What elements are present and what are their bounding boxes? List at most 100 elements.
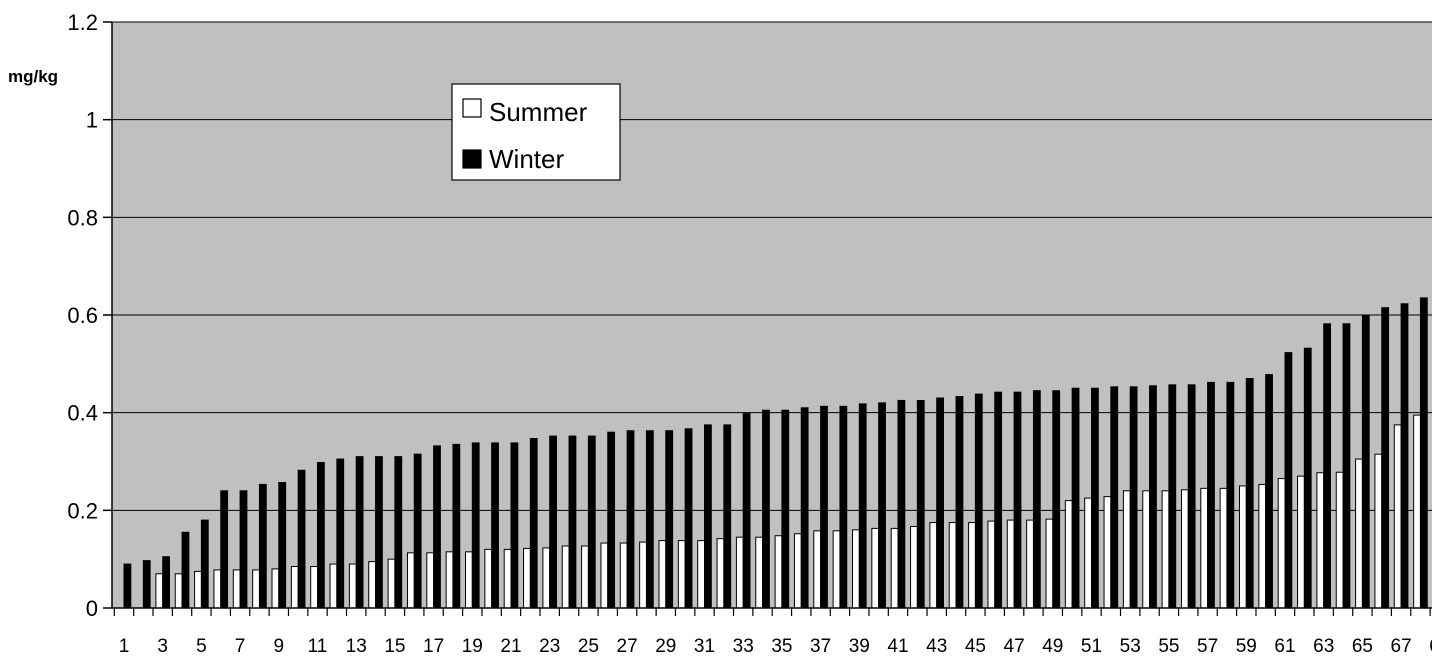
bar-winter: [297, 469, 306, 609]
bar-winter: [820, 405, 828, 609]
bar-summer: [155, 573, 164, 609]
x-tick-label: 17: [423, 636, 444, 657]
bar-winter: [529, 438, 538, 609]
bar-winter: [742, 413, 751, 609]
bar-summer: [774, 535, 783, 609]
x-tick-label: 7: [235, 636, 246, 657]
bar-winter: [645, 430, 654, 609]
bar-summer: [1355, 458, 1363, 609]
bar-summer: [1122, 490, 1131, 609]
bar-winter: [800, 407, 809, 609]
bar-summer: [890, 527, 899, 609]
bar-winter: [1032, 390, 1041, 609]
y-axis-unit-label: mg/kg: [8, 67, 58, 86]
bar-winter: [858, 403, 867, 609]
bar-winter: [1187, 384, 1196, 609]
bar-summer: [174, 573, 183, 609]
y-tick-label: 0.6: [67, 303, 98, 328]
bar-summer: [1393, 424, 1402, 609]
bar-winter: [471, 442, 480, 609]
bar-winter: [1323, 323, 1331, 609]
bar-summer: [1200, 487, 1209, 609]
bar-summer: [1297, 475, 1305, 609]
bar-winter: [1149, 385, 1157, 609]
bar-winter: [1129, 386, 1138, 609]
bar-winter: [1361, 314, 1370, 609]
bar-summer: [852, 529, 860, 609]
x-tick-label: 41: [887, 636, 908, 657]
bar-summer: [1413, 414, 1421, 609]
bar-summer: [755, 536, 764, 609]
bar-winter: [258, 483, 267, 609]
bar-winter: [1052, 390, 1061, 609]
bar-winter: [897, 399, 906, 609]
bar-summer: [1374, 453, 1383, 609]
bar-summer: [581, 545, 589, 609]
legend-label-summer: Summer: [489, 97, 588, 127]
x-tick-label: 33: [733, 636, 754, 657]
bar-summer: [348, 563, 357, 609]
bar-winter: [239, 490, 248, 609]
bar-summer: [968, 522, 976, 609]
y-tick-label: 1.2: [67, 10, 98, 35]
bar-summer: [871, 527, 880, 609]
bar-summer: [1180, 489, 1189, 609]
bar-winter: [665, 430, 674, 609]
bar-winter: [162, 556, 170, 609]
bar-winter: [1168, 384, 1177, 609]
x-tick-label: 57: [1197, 636, 1218, 657]
bar-summer: [793, 533, 802, 609]
bar-winter: [394, 456, 403, 609]
bar-summer: [1316, 472, 1325, 609]
x-tick-label: 47: [1004, 636, 1025, 657]
bar-winter: [684, 428, 693, 609]
bar-summer: [542, 547, 551, 609]
bar-winter: [510, 442, 519, 609]
bar-winter: [1013, 391, 1022, 609]
bar-summer: [1335, 471, 1344, 609]
bar-summer: [1161, 490, 1170, 609]
x-tick-label: 15: [384, 636, 405, 657]
bar-summer: [213, 569, 222, 609]
x-tick-label: 55: [1158, 636, 1179, 657]
x-tick-label: 1: [119, 636, 130, 657]
bar-winter: [413, 453, 422, 609]
bar-summer: [1026, 519, 1034, 609]
bar-summer: [1084, 497, 1092, 609]
y-tick-label: 0: [86, 596, 98, 621]
bar-summer: [484, 548, 493, 609]
bar-summer: [619, 542, 628, 609]
bar-winter: [626, 430, 635, 609]
bar-winter: [317, 461, 325, 609]
y-tick-label: 0.8: [67, 205, 98, 230]
x-tick-label: 69: [1429, 636, 1432, 657]
bar-winter: [762, 409, 770, 609]
bar-summer: [600, 542, 609, 609]
bar-summer: [271, 568, 280, 609]
bar-winter: [1381, 307, 1390, 609]
x-tick-label: 35: [771, 636, 792, 657]
legend-swatch-summer: [462, 98, 482, 118]
bar-winter: [355, 456, 364, 609]
x-tick-label: 63: [1313, 636, 1334, 657]
bar-winter: [781, 409, 790, 609]
x-tick-label: 45: [965, 636, 986, 657]
bar-summer: [406, 552, 415, 609]
bar-winter: [433, 445, 441, 609]
x-tick-label: 53: [1120, 636, 1141, 657]
bar-winter: [704, 424, 712, 609]
bar-summer: [194, 570, 202, 609]
bar-summer: [1239, 485, 1247, 609]
x-tick-label: 5: [196, 636, 207, 657]
bar-summer: [465, 551, 473, 609]
x-tick-label: 65: [1352, 636, 1373, 657]
bar-summer: [1103, 496, 1112, 609]
bar-summer: [929, 522, 938, 609]
x-tick-label: 25: [578, 636, 599, 657]
bar-summer: [658, 540, 667, 609]
x-tick-label: 9: [274, 636, 285, 657]
bar-summer: [252, 569, 260, 609]
bar-summer: [232, 569, 241, 609]
x-axis-ticks: 1 3 5 7 9 11 13 15 17 19 21 23 25 27 29 31 33 35 37 39 41 43 4…: [113, 608, 1432, 657]
